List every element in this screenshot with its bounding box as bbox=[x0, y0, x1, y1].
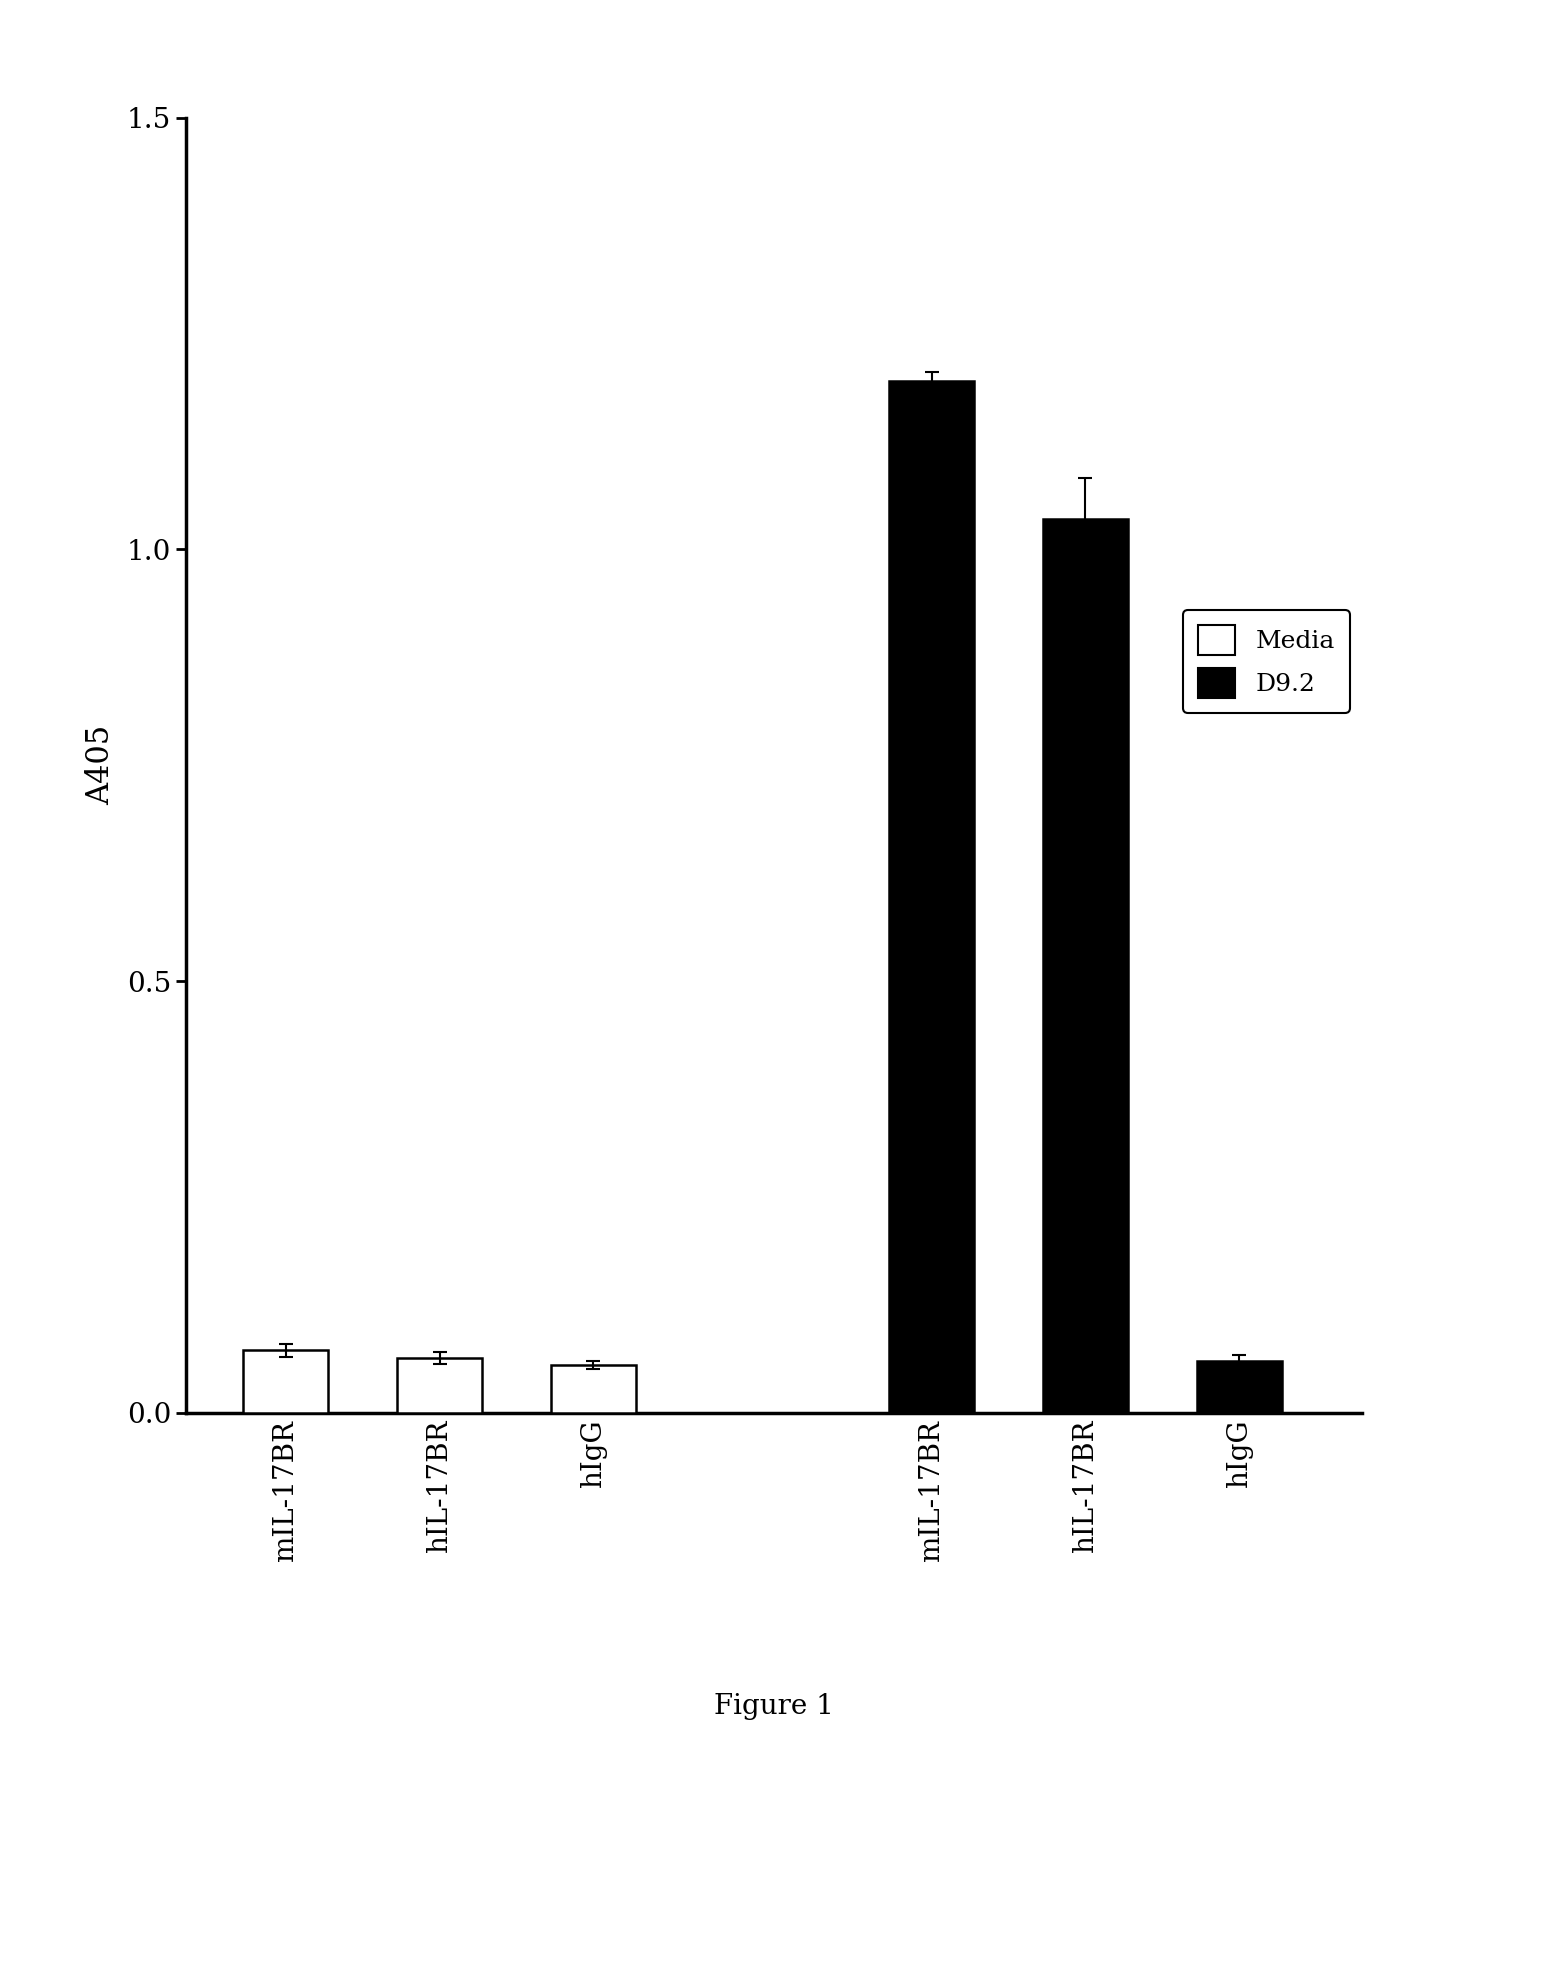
Bar bbox=[551, 1366, 636, 1413]
Y-axis label: A405: A405 bbox=[85, 726, 116, 804]
Text: Figure 1: Figure 1 bbox=[714, 1693, 834, 1721]
Bar bbox=[890, 381, 974, 1413]
Bar bbox=[398, 1358, 481, 1413]
Bar bbox=[243, 1350, 328, 1413]
Bar bbox=[1197, 1362, 1282, 1413]
Legend: Media, D9.2: Media, D9.2 bbox=[1183, 610, 1350, 714]
Bar bbox=[1043, 520, 1127, 1413]
